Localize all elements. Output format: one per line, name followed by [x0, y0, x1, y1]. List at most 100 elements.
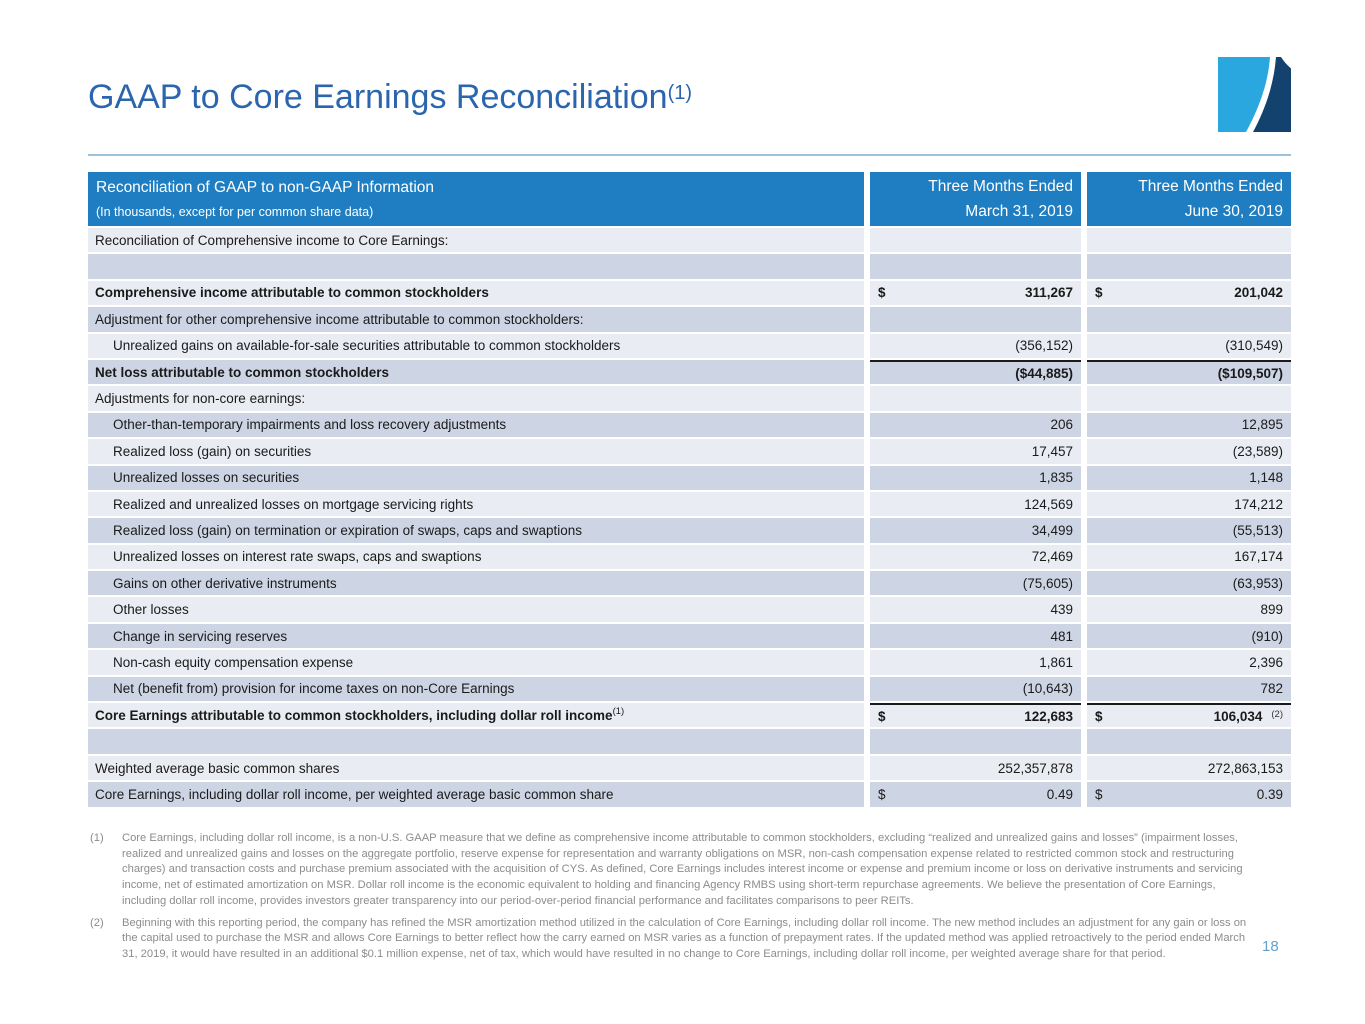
header-q2-line1: Three Months Ended	[1138, 178, 1283, 195]
row-value: (10,643)	[870, 676, 1081, 702]
row-label: Core Earnings attributable to common sto…	[88, 703, 864, 728]
row-value: (356,152)	[870, 333, 1081, 358]
row-value: (55,513)	[1087, 518, 1291, 543]
dollar-sign: $	[1095, 708, 1103, 724]
row-value	[870, 307, 1081, 332]
row-label	[88, 254, 864, 279]
footnote-text: Beginning with this reporting period, th…	[122, 916, 1247, 960]
row-label: Unrealized losses on securities	[88, 465, 864, 490]
dollar-sign: $	[878, 708, 886, 724]
row-value	[1087, 254, 1291, 279]
header-cell-label: Reconciliation of GAAP to non-GAAP Infor…	[88, 172, 864, 226]
title-footnote-ref: (1)	[667, 82, 693, 104]
row-value: (310,549)	[1087, 333, 1291, 358]
row-value: 206	[870, 412, 1081, 438]
value-footnote-ref: (2)	[1271, 708, 1283, 720]
row-value: 782	[1087, 676, 1291, 702]
row-value: 124,569	[870, 491, 1081, 517]
row-value: ($109,507)	[1087, 359, 1291, 385]
row-value	[870, 386, 1081, 411]
row-value: 439	[870, 597, 1081, 622]
company-logo	[1218, 57, 1291, 132]
row-value: 34,499	[870, 518, 1081, 543]
page-title: GAAP to Core Earnings Reconciliation(1)	[88, 78, 692, 117]
row-value: $106,034 (2)	[1087, 703, 1291, 728]
row-value: 17,457	[870, 439, 1081, 464]
dollar-sign: $	[1095, 786, 1103, 802]
row-label: Gains on other derivative instruments	[88, 571, 864, 596]
dollar-sign: $	[878, 285, 886, 301]
row-value: (63,953)	[1087, 571, 1291, 596]
header-label-line2: (In thousands, except for per common sha…	[96, 205, 374, 219]
row-value: 1,861	[870, 650, 1081, 675]
header-q1-line1: Three Months Ended	[928, 178, 1073, 195]
footnote-number: (1)	[90, 832, 104, 844]
row-label: Adjustments for non-core earnings:	[88, 386, 864, 411]
row-value: (75,605)	[870, 571, 1081, 596]
dollar-sign: $	[1095, 285, 1103, 301]
row-label: Core Earnings, including dollar roll inc…	[88, 782, 864, 807]
footnote: (1) Core Earnings, including dollar roll …	[90, 831, 1248, 910]
row-label: Net loss attributable to common stockhol…	[88, 359, 864, 385]
row-value	[1087, 307, 1291, 332]
title-wrap: GAAP to Core Earnings Reconciliation(1)	[88, 78, 692, 117]
row-value: 272,863,153	[1087, 755, 1291, 781]
row-label: Realized and unrealized losses on mortga…	[88, 491, 864, 517]
row-value: 1,835	[870, 465, 1081, 490]
header-label-line1: Reconciliation of GAAP to non-GAAP Infor…	[96, 179, 435, 196]
header-cell-q1: Three Months Ended March 31, 2019	[870, 172, 1081, 226]
row-label: Change in servicing reserves	[88, 623, 864, 649]
row-value: 1,148	[1087, 465, 1291, 490]
row-value	[870, 254, 1081, 279]
row-label: Net (benefit from) provision for income …	[88, 676, 864, 702]
row-value: 174,212	[1087, 491, 1291, 517]
row-value: 167,174	[1087, 544, 1291, 570]
row-value: 2,396	[1087, 650, 1291, 675]
row-value: ($44,885)	[870, 359, 1081, 385]
row-value: 12,895	[1087, 412, 1291, 438]
row-label: Unrealized gains on available-for-sale s…	[88, 333, 864, 358]
row-label: Realized loss (gain) on termination or e…	[88, 518, 864, 543]
row-value: $311,267	[870, 280, 1081, 306]
row-value: 72,469	[870, 544, 1081, 570]
row-value: $0.49	[870, 782, 1081, 807]
row-label	[88, 729, 864, 754]
row-label: Non-cash equity compensation expense	[88, 650, 864, 675]
row-value: $201,042	[1087, 280, 1291, 306]
row-value: $0.39	[1087, 782, 1291, 807]
page-title-text: GAAP to Core Earnings Reconciliation	[88, 78, 668, 116]
row-label: Reconciliation of Comprehensive income t…	[88, 228, 864, 253]
row-value: 252,357,878	[870, 755, 1081, 781]
row-value	[870, 729, 1081, 754]
row-value	[1087, 729, 1291, 754]
row-label: Weighted average basic common shares	[88, 755, 864, 781]
footnotes: (1) Core Earnings, including dollar roll …	[90, 831, 1248, 969]
title-divider	[88, 154, 1291, 156]
header-q2-line2: June 30, 2019	[1184, 203, 1283, 220]
row-value	[1087, 386, 1291, 411]
row-value: 481	[870, 623, 1081, 649]
reconciliation-table: Reconciliation of GAAP to non-GAAP Infor…	[88, 172, 1291, 807]
row-label: Other losses	[88, 597, 864, 622]
footnote: (2) Beginning with this reporting period,…	[90, 916, 1248, 963]
header-q1-line2: March 31, 2019	[965, 203, 1073, 220]
row-label: Unrealized losses on interest rate swaps…	[88, 544, 864, 570]
header-cell-q2: Three Months Ended June 30, 2019	[1087, 172, 1291, 226]
footnote-number: (2)	[90, 916, 104, 929]
row-value: (910)	[1087, 623, 1291, 649]
row-label: Comprehensive income attributable to com…	[88, 280, 864, 306]
row-value: 899	[1087, 597, 1291, 622]
page-number: 18	[1262, 938, 1279, 955]
row-value: $122,683	[870, 703, 1081, 728]
row-footnote-ref: (1)	[612, 705, 625, 717]
dollar-sign: $	[878, 786, 886, 802]
row-value	[870, 228, 1081, 253]
footnote-text: Core Earnings, including dollar roll inc…	[122, 832, 1243, 907]
row-value	[1087, 228, 1291, 253]
row-label: Other-than-temporary impairments and los…	[88, 412, 864, 438]
row-value: (23,589)	[1087, 439, 1291, 464]
table-header: Reconciliation of GAAP to non-GAAP Infor…	[88, 172, 1291, 226]
row-label: Adjustment for other comprehensive incom…	[88, 307, 864, 332]
table-body: Reconciliation of Comprehensive income t…	[88, 228, 1291, 807]
